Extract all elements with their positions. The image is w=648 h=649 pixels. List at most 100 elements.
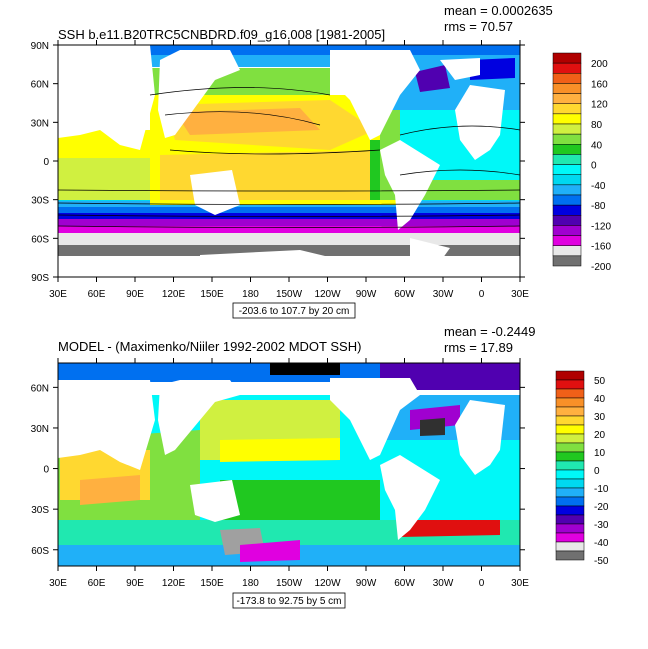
colorbar-swatch [555,469,585,480]
x-tick-label: 60W [394,289,415,300]
x-tick-label: 120E [162,289,186,300]
colorbar-swatch [555,541,585,552]
colorbar-swatch [555,496,585,507]
panel2-rms: rms = 17.89 [444,340,513,355]
x-tick-label: 150W [276,289,303,300]
x-tick-label: 60E [88,578,106,589]
colorbar-label: -200 [591,262,611,273]
colorbar-swatch [555,415,585,426]
colorbar-label: 30 [594,412,606,423]
colorbar-swatch [555,532,585,543]
colorbar-swatch [552,133,582,145]
colorbar-swatch [555,514,585,525]
colorbar-swatch [555,370,585,381]
colorbar-label: 80 [591,120,603,131]
colorbar-swatch [555,487,585,498]
colorbar-swatch [555,460,585,471]
x-tick-label: 150E [200,578,224,589]
colorbar-swatch [552,123,582,135]
colorbar-swatch [552,215,582,226]
y-tick-label: 90S [31,273,49,284]
x-tick-label: 180 [242,289,259,300]
colorbar-label: 120 [591,100,608,111]
colorbar-swatch [555,505,585,516]
colorbar-swatch [552,225,582,236]
x-tick-label: 0 [479,289,485,300]
colorbar-label: -50 [594,556,609,567]
colorbar-swatch [552,113,582,125]
colorbar-label: -160 [591,242,611,253]
colorbar-label: 10 [594,448,606,459]
x-tick-label: 120W [314,578,341,589]
panel2-land [58,378,505,540]
panel-ssh-model: SSH b.e11.B20TRC5CNBDRD.f09_g16.008 [198… [31,3,611,319]
colorbar-swatch [555,523,585,534]
y-tick-label: 60S [31,546,49,557]
colorbar-label: 40 [594,394,606,405]
x-tick-label: 60E [88,289,106,300]
panel1-map [58,45,520,277]
colorbar-swatch [552,144,582,155]
x-tick-label: 30E [511,289,529,300]
colorbar-swatch [552,52,582,64]
colorbar-swatch [552,245,582,257]
colorbar-label: 160 [591,79,608,90]
colorbar-swatch [552,255,582,267]
x-tick-label: 30W [433,289,454,300]
panel1-mean: mean = 0.0002635 [444,3,553,18]
colorbar-label: 20 [594,430,606,441]
panel2-colorbar: 50 40 30 20 10 0 -10 -20 -30 -40 -50 [555,370,609,567]
colorbar-swatch [555,433,585,444]
panel2-map [58,363,520,566]
colorbar-swatch [552,62,582,74]
y-tick-label: 0 [43,465,49,476]
panel2-contour-info: -173.8 to 92.75 by 5 cm [236,596,341,607]
y-tick-label: 30N [31,118,49,129]
panel1-contours [58,87,520,228]
panel1-rms: rms = 70.57 [444,19,513,34]
panel2-title: MODEL - (Maximenko/Niiler 1992-2002 MDOT… [58,339,361,354]
panel1-info-box [232,302,356,319]
colorbar-swatch [555,397,585,408]
y-tick-label: 30S [31,505,49,516]
panel1-land [58,45,520,277]
x-tick-label: 90W [356,289,377,300]
colorbar-label: -10 [594,484,609,495]
x-tick-label: 0 [479,578,485,589]
panel1-contour-info: -203.6 to 107.7 by 20 cm [239,306,350,317]
colorbar-label: -40 [594,538,609,549]
y-tick-label: 60S [31,234,49,245]
y-tick-label: 90N [31,41,49,52]
colorbar-swatch [555,388,585,399]
x-tick-label: 120E [162,578,186,589]
colorbar-swatch [552,204,582,216]
x-tick-label: 60W [394,578,415,589]
x-tick-label: 90W [356,578,377,589]
colorbar-swatch [552,184,582,196]
x-tick-label: 30W [433,578,454,589]
y-tick-label: 60N [31,80,49,91]
colorbar-label: -30 [594,520,609,531]
colorbar-swatch [552,103,582,115]
colorbar-label: 0 [591,161,597,172]
colorbar-swatch [555,478,585,489]
y-tick-label: 30S [31,196,49,207]
colorbar-swatch [552,194,582,206]
x-tick-label: 120W [314,289,341,300]
colorbar-swatch [552,83,582,94]
panel-model-minus-obs: MODEL - (Maximenko/Niiler 1992-2002 MDOT… [31,324,609,609]
colorbar-swatch [552,73,582,84]
colorbar-swatch [555,424,585,435]
panel1-title: SSH b.e11.B20TRC5CNBDRD.f09_g16.008 [198… [58,27,385,42]
colorbar-swatch [552,235,582,246]
x-tick-label: 30E [49,289,67,300]
x-tick-label: 150E [200,289,224,300]
x-tick-label: 90E [126,578,144,589]
colorbar-label: -80 [591,201,606,212]
y-tick-label: 60N [31,383,49,394]
colorbar-swatch [555,379,585,390]
colorbar-label: 50 [594,376,606,387]
panel1-colorbar: 200 160 120 80 40 0 -40 -80 -120 -160 -200 [552,52,611,273]
colorbar-label: 200 [591,59,608,70]
colorbar-label: 0 [594,466,600,477]
